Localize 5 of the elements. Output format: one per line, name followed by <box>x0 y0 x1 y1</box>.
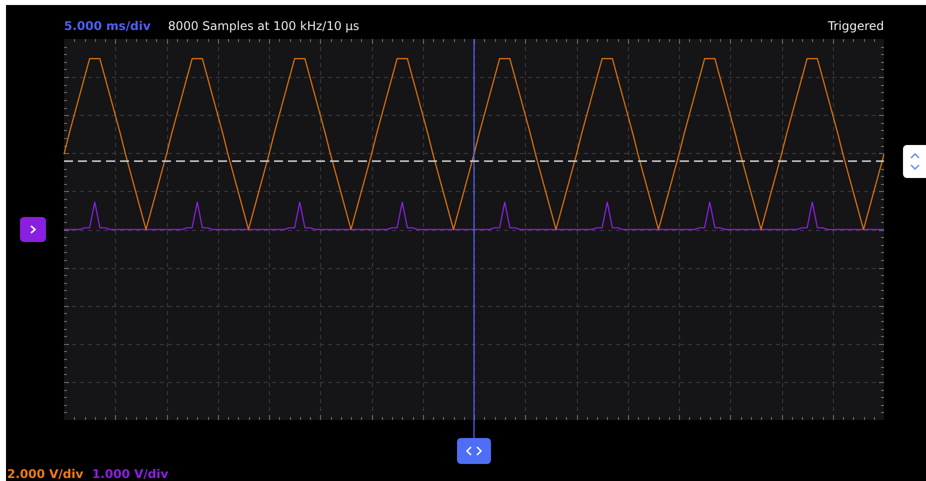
chart-title: 5.000 ms/div <box>64 19 151 33</box>
chart-subtitle: 8000 Samples at 100 kHz/10 µs <box>168 19 360 33</box>
text: 2.000 V/div <box>7 467 84 481</box>
text: 1.000 V/div <box>92 467 168 481</box>
text: Triggered <box>828 19 884 33</box>
